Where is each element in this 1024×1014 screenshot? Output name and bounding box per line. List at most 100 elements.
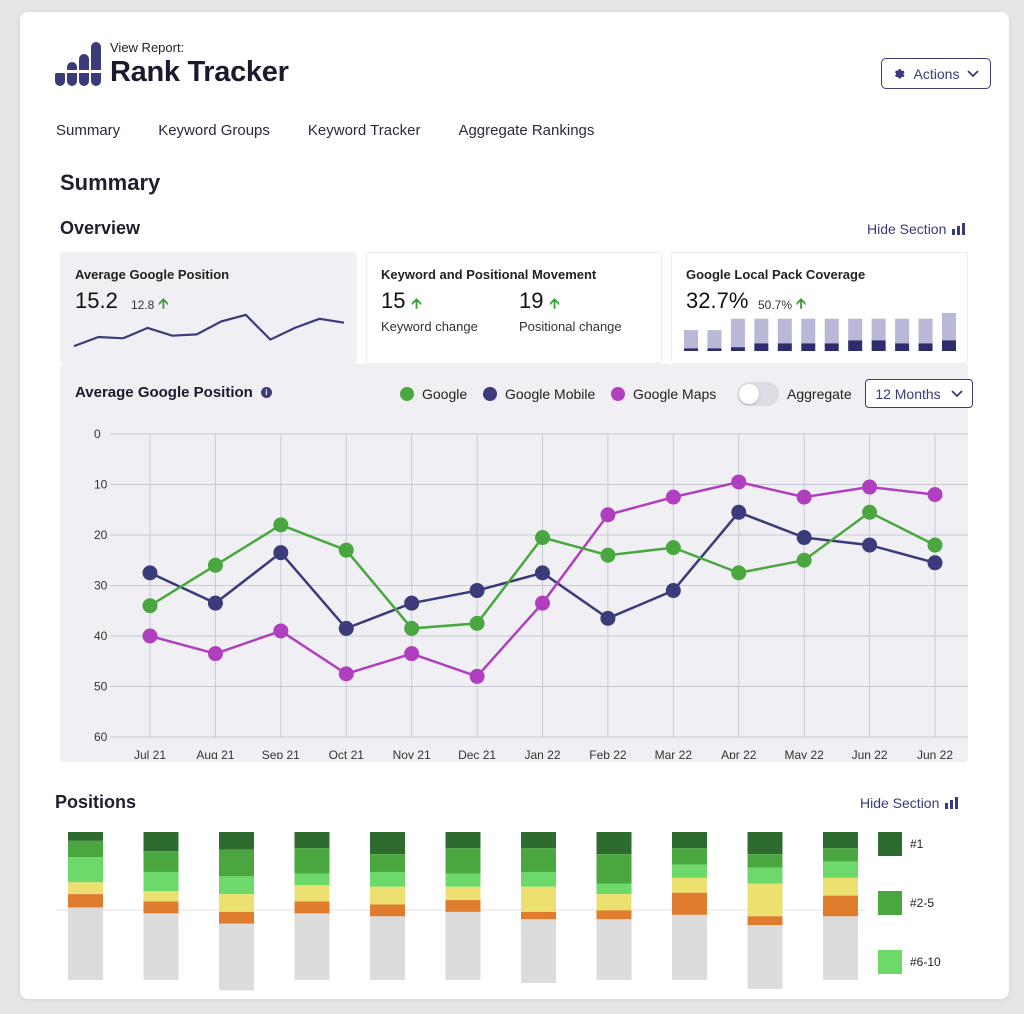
data-point[interactable] xyxy=(142,565,158,581)
data-point[interactable] xyxy=(273,623,289,639)
data-point[interactable] xyxy=(796,530,812,546)
position-bar-segment xyxy=(370,832,405,855)
position-bar-segment xyxy=(219,832,254,850)
data-point[interactable] xyxy=(796,552,812,568)
data-point[interactable] xyxy=(469,583,485,599)
bar-chart-icon xyxy=(945,797,959,809)
overview-hide-section-button[interactable]: Hide Section xyxy=(867,221,966,237)
data-point[interactable] xyxy=(862,537,878,553)
data-point[interactable] xyxy=(404,620,420,636)
data-point[interactable] xyxy=(600,507,616,523)
data-point[interactable] xyxy=(273,517,289,533)
tab-summary[interactable]: Summary xyxy=(56,122,121,139)
pack-bar-total xyxy=(777,318,792,344)
data-point[interactable] xyxy=(927,487,943,503)
tab-keyword-groups[interactable]: Keyword Groups xyxy=(158,122,270,139)
overview-heading: Overview xyxy=(60,218,141,238)
position-bar-segment xyxy=(143,871,179,892)
kpi-card-local-pack[interactable]: Google Local Pack Coverage 32.7% 50.7% 🡩 xyxy=(671,252,968,364)
hide-section-label: Hide Section xyxy=(867,221,947,237)
position-bar-segment xyxy=(823,895,858,917)
kpi-value: 15.2 xyxy=(75,288,118,314)
data-point[interactable] xyxy=(207,557,223,573)
average-position-chart-panel: Average Google Position i Google Google … xyxy=(60,364,973,762)
data-point[interactable] xyxy=(927,537,943,553)
aggregate-toggle[interactable] xyxy=(737,382,779,406)
position-bar-segment xyxy=(521,848,556,872)
kpi-card-average-position[interactable]: Average Google Position 15.2 12.8 🡩 xyxy=(60,252,357,364)
kpi-previous: 12.8 🡩 xyxy=(131,293,168,317)
tab-keyword-tracker[interactable]: Keyword Tracker xyxy=(307,122,421,139)
pack-bar-fill xyxy=(754,343,769,351)
data-point[interactable] xyxy=(273,545,289,561)
data-point[interactable] xyxy=(600,610,616,626)
info-icon[interactable]: i xyxy=(260,387,272,398)
position-bar-segment xyxy=(672,914,707,980)
data-point[interactable] xyxy=(535,530,550,546)
position-bar-segment xyxy=(294,873,330,886)
data-point[interactable] xyxy=(862,479,878,495)
data-point[interactable] xyxy=(665,489,681,505)
data-point[interactable] xyxy=(338,620,354,636)
data-point[interactable] xyxy=(731,565,747,581)
actions-label: Actions xyxy=(913,65,960,82)
legend-google-maps[interactable]: Google Maps xyxy=(611,386,716,402)
avg-position-previous: 12.8 xyxy=(131,298,155,312)
data-point[interactable] xyxy=(665,583,681,599)
pack-bar-fill xyxy=(895,343,910,351)
pack-bar-fill xyxy=(730,347,745,351)
data-point[interactable] xyxy=(338,666,354,682)
position-bar-segment xyxy=(143,901,179,914)
actions-button[interactable]: Actions xyxy=(881,58,991,89)
data-point[interactable] xyxy=(142,628,158,644)
legend-google-mobile[interactable]: Google Mobile xyxy=(483,386,595,402)
legend-dot-icon xyxy=(611,387,625,401)
position-bar-segment xyxy=(219,911,254,924)
data-point[interactable] xyxy=(731,474,747,490)
positions-hide-section-button[interactable]: Hide Section xyxy=(860,795,959,811)
data-point[interactable] xyxy=(404,646,420,662)
position-bar-segment xyxy=(219,849,254,877)
positions-legend-item: #1 xyxy=(878,832,923,856)
position-bar-segment xyxy=(68,907,103,980)
time-range-select[interactable]: 12 Months xyxy=(865,379,973,408)
data-point[interactable] xyxy=(207,595,223,611)
data-point[interactable] xyxy=(469,668,485,684)
arrow-up-icon: 🡩 xyxy=(796,295,807,311)
data-point[interactable] xyxy=(665,540,681,556)
x-tick-label: Jun 22 xyxy=(917,748,953,759)
pack-bar-total xyxy=(848,318,863,341)
avg-position-value: 15.2 xyxy=(75,288,118,313)
data-point[interactable] xyxy=(404,595,420,611)
data-point[interactable] xyxy=(600,547,616,563)
position-bar-segment xyxy=(445,911,481,980)
data-point[interactable] xyxy=(535,595,550,611)
y-tick-label: 40 xyxy=(94,629,108,643)
position-bar-segment xyxy=(672,892,707,915)
position-bar-segment xyxy=(219,894,254,912)
pack-bar-fill xyxy=(801,343,816,351)
position-bar-segment xyxy=(294,832,330,849)
data-point[interactable] xyxy=(796,489,812,505)
x-tick-label: Apr 22 xyxy=(721,748,757,759)
data-point[interactable] xyxy=(207,646,223,662)
data-point[interactable] xyxy=(731,504,747,520)
data-point[interactable] xyxy=(927,555,943,571)
x-tick-label: Jun 22 xyxy=(852,748,888,759)
kpi-card-movement[interactable]: Keyword and Positional Movement 15 🡩 19 … xyxy=(366,252,662,364)
data-point[interactable] xyxy=(338,542,354,558)
legend-google[interactable]: Google xyxy=(400,386,467,402)
pack-bar-fill xyxy=(918,343,933,351)
data-point[interactable] xyxy=(142,598,158,614)
x-tick-label: Nov 21 xyxy=(393,748,431,759)
position-bar-segment xyxy=(596,854,632,884)
tab-nav: Summary Keyword Groups Keyword Tracker A… xyxy=(56,122,594,139)
tab-aggregate-rankings[interactable]: Aggregate Rankings xyxy=(458,122,595,139)
y-tick-label: 30 xyxy=(94,579,108,593)
position-bar-segment xyxy=(596,894,632,911)
y-tick-label: 0 xyxy=(94,427,101,441)
data-point[interactable] xyxy=(469,615,485,631)
legend-swatch xyxy=(878,950,902,974)
data-point[interactable] xyxy=(862,504,878,520)
data-point[interactable] xyxy=(535,565,550,581)
